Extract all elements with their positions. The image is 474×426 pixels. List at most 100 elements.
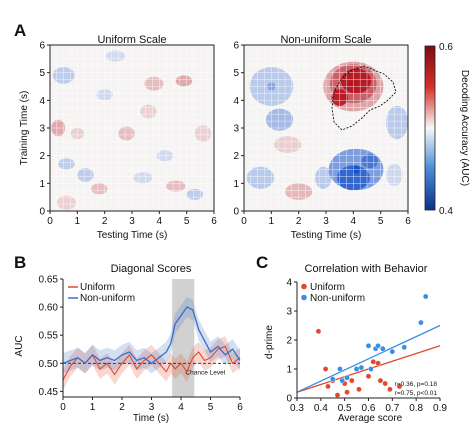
scatter-point-1 (358, 364, 365, 371)
scatter-point-0 (370, 358, 377, 365)
heatmap-uniform-title: Uniform Scale (97, 34, 166, 46)
heatmap-patch (386, 105, 408, 140)
line-xtick: 2 (119, 402, 125, 413)
colorbar-max-label: 0.6 (439, 42, 453, 53)
colorbar-min-label: 0.4 (439, 206, 453, 217)
scatter-stats-0: r=0.36, p=0.18 (395, 381, 438, 388)
scatter-point-0 (396, 383, 403, 390)
colorbar: 0.6 0.4 Decoding Accuracy (AUC) (424, 42, 470, 217)
hm2-xtick: 0 (241, 216, 247, 227)
scatter-point-1 (365, 342, 372, 349)
hm1-xtick: 5 (184, 216, 190, 227)
scatter-point-0 (334, 392, 341, 398)
heatmap-patch (133, 172, 153, 184)
scatter-chart-behavior: Correlation with Behavior 0.3 0.4 0.5 0.6 0.… (264, 263, 447, 424)
scatter-xtick: 0.9 (433, 403, 447, 414)
hm2-ytick: 3 (233, 124, 239, 135)
heatmap-patch (265, 108, 294, 131)
series-line-1 (62, 306, 241, 365)
hm2-ytick: 0 (233, 207, 239, 218)
scatter-chart-xlabel: Average score (338, 413, 403, 424)
scatter-point-1 (389, 348, 396, 355)
hm2-xtick: 2 (296, 216, 302, 227)
hm2-ytick: 1 (233, 179, 239, 190)
series-band-1 (63, 297, 240, 374)
scatter-chart-title: Correlation with Behavior (305, 263, 428, 275)
scatter-point-0 (382, 380, 388, 387)
scatter-legend-swatch-1 (301, 294, 307, 301)
hm2-xtick: 5 (378, 216, 384, 227)
panel-a-letter: A (14, 21, 26, 40)
scatter-point-1 (422, 293, 429, 300)
hm1-ytick: 4 (39, 96, 45, 107)
fit-line-1 (296, 324, 441, 393)
heatmap-patch (361, 154, 378, 169)
scatter-point-1 (337, 366, 343, 372)
scatter-point-0 (315, 328, 322, 335)
hm1-ytick: 3 (39, 124, 45, 135)
hm2-ytick: 2 (233, 151, 239, 162)
scatter-point-1 (401, 344, 408, 351)
scatter-point-0 (356, 386, 362, 393)
chance-label: Chance Level (185, 369, 225, 376)
heatmap-uniform-grid (50, 45, 214, 211)
scatter-legend-swatch-0 (301, 283, 307, 290)
hm1-ytick: 2 (39, 151, 45, 162)
line-ytick: 0.45 (39, 387, 59, 398)
hm2-xtick: 6 (405, 216, 411, 227)
line-xtick: 6 (237, 402, 243, 413)
scatter-xtick: 0.6 (362, 403, 376, 414)
hm1-xtick: 0 (47, 216, 53, 227)
hm2-ytick: 5 (233, 68, 239, 79)
hm1-ytick: 6 (39, 41, 45, 52)
heatmap-nonuniform: Non-uniform Scale 0 1 2 3 4 5 6 0 1 2 3 4 5 6 Testing… (233, 34, 411, 241)
line-chart-xlabel: Time (s) (133, 413, 169, 424)
heatmap-nonuniform-grid (244, 45, 408, 211)
heatmap-patch (118, 126, 135, 141)
legend-label-1: Non-uniform (80, 293, 135, 304)
series-line-0 (62, 345, 241, 381)
scatter-point-0 (344, 389, 350, 396)
line-xtick: 0 (60, 402, 66, 413)
hm1-xtick: 6 (211, 216, 217, 227)
scatter-legend-label-1: Non-uniform (310, 293, 365, 304)
heatmap-nonuniform-xlabel: Testing Time (s) (291, 230, 362, 241)
hm1-xtick: 4 (157, 216, 163, 227)
scatter-xtick: 0.3 (290, 403, 304, 414)
heatmap-patch (106, 50, 126, 62)
scatter-point-1 (329, 376, 336, 382)
significance-contour (331, 65, 397, 131)
scatter-xtick: 0.7 (385, 403, 399, 414)
heatmap-patch (186, 188, 204, 200)
legend-label-0: Uniform (80, 282, 115, 293)
line-xtick: 3 (149, 402, 155, 413)
heatmap-patch (166, 180, 186, 192)
line-xtick: 1 (90, 402, 96, 413)
scatter-point-0 (325, 383, 331, 390)
hm2-xtick: 4 (351, 216, 357, 227)
scatter-xtick: 0.8 (409, 403, 423, 414)
hm1-xtick: 2 (102, 216, 108, 227)
line-ytick: 0.55 (39, 331, 59, 342)
scatter-point-1 (353, 366, 360, 372)
line-ytick: 0.60 (39, 303, 59, 314)
hm1-xtick: 1 (75, 216, 81, 227)
significance-window (172, 279, 195, 397)
heatmap-patch (140, 104, 157, 119)
scatter-chart-ylabel: d-prime (264, 325, 275, 359)
scatter-ytick: 3 (286, 307, 292, 318)
heatmap-uniform: Uniform Scale 0 1 2 3 4 5 6 0 1 2 3 4 5 6 Testing Tim… (19, 34, 217, 241)
scatter-point-0 (349, 377, 355, 384)
scatter-point-0 (322, 366, 329, 372)
heatmap-patch (175, 75, 193, 87)
heatmap-uniform-ylabel: Training Time (s) (19, 91, 30, 166)
hm2-xtick: 3 (323, 216, 329, 227)
scatter-ytick: 4 (286, 278, 292, 289)
line-chart-title: Diagonal Scores (111, 263, 192, 275)
hm1-ytick: 1 (39, 179, 45, 190)
scatter-ytick: 0 (286, 394, 292, 405)
line-xtick: 4 (178, 402, 184, 413)
line-chart-diagonal: Diagonal Scores Chance Level 0 1 2 3 4 5 6 0.45 0… (14, 263, 243, 424)
heatmap-uniform-xlabel: Testing Time (s) (97, 230, 168, 241)
